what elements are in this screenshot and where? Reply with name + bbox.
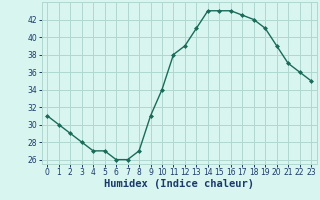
X-axis label: Humidex (Indice chaleur): Humidex (Indice chaleur) <box>104 179 254 189</box>
